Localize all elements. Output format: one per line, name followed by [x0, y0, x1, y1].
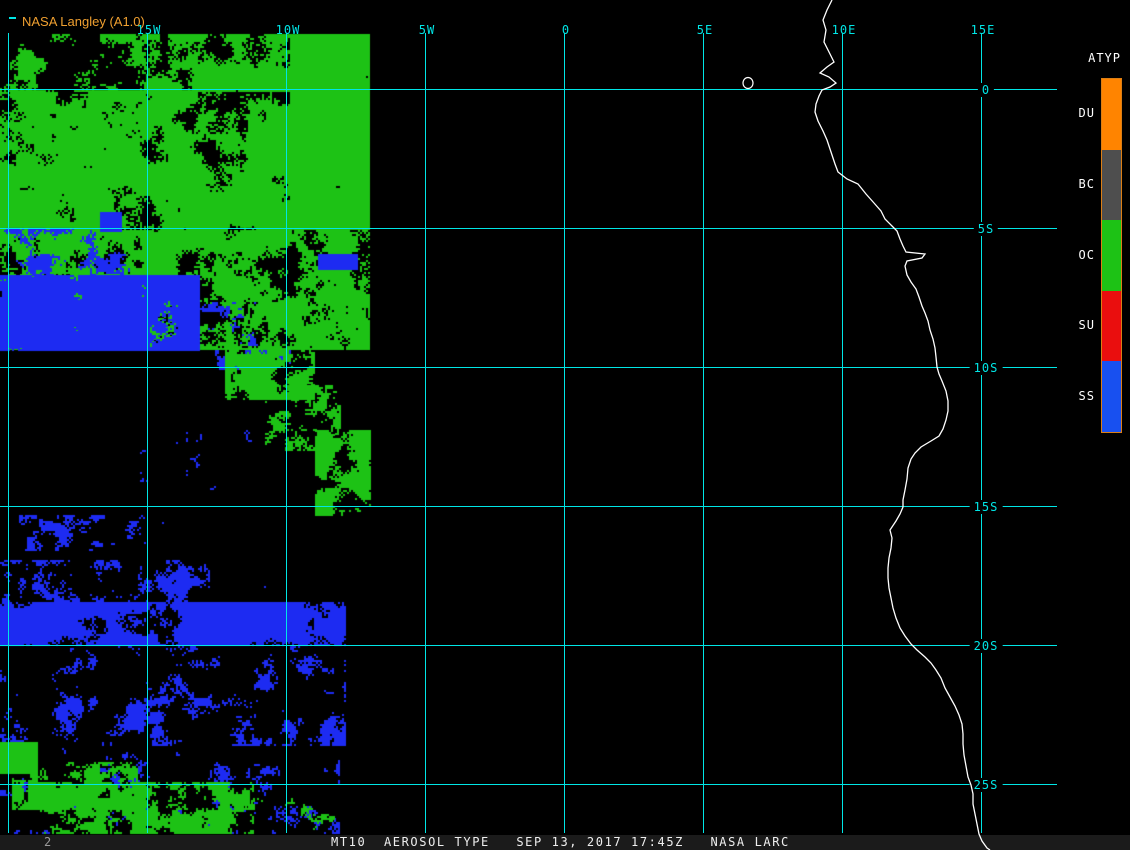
lon-tick-label: 0	[561, 23, 571, 37]
footer-title: MT10 AEROSOL TYPE SEP 13, 2017 17:45Z NA…	[331, 835, 790, 849]
legend-swatch-ss	[1102, 361, 1121, 432]
clipped-label-fragment	[9, 17, 16, 19]
lat-tick-label: 10S	[969, 361, 1003, 375]
legend-colorbar	[1101, 78, 1122, 433]
gridline-lon-0	[564, 33, 565, 833]
lat-tick-label: 0	[977, 83, 995, 97]
gridline-lon-10E	[842, 33, 843, 833]
lon-tick-label: 5W	[418, 23, 436, 37]
gridline-lat-15S	[0, 506, 1057, 507]
legend-label-ss: SS	[1078, 388, 1095, 403]
brand-label: NASA Langley (A1.0)	[22, 14, 145, 29]
gridline-lat-0	[0, 89, 1057, 90]
lat-tick-label: 20S	[969, 639, 1003, 653]
legend-swatch-du	[1102, 79, 1121, 150]
legend-swatch-su	[1102, 290, 1121, 362]
page-indicator: 2	[44, 835, 52, 849]
gridline-lon-5E	[703, 33, 704, 833]
legend-label-bc: BC	[1078, 176, 1095, 191]
lat-tick-label: 25S	[969, 778, 1003, 792]
lat-tick-label: 15S	[969, 500, 1003, 514]
lon-tick-label: 10E	[831, 23, 857, 37]
legend-title: ATYP	[1088, 51, 1121, 65]
gridline-lon-15E	[981, 33, 982, 833]
legend-label-du: DU	[1078, 106, 1095, 121]
legend-swatch-oc	[1102, 220, 1121, 291]
gridline-lat-25S	[0, 784, 1057, 785]
lon-tick-label: 15E	[970, 23, 996, 37]
gridline-lon-5W	[425, 33, 426, 833]
legend-label-su: SU	[1078, 318, 1095, 333]
lon-tick-label: 10W	[275, 23, 301, 37]
gridline-lon-15W	[147, 33, 148, 833]
gridline-lat-20S	[0, 645, 1057, 646]
gridline-lon-edge	[8, 33, 9, 833]
gridline-lon-10W	[286, 33, 287, 833]
lon-tick-label: 15W	[136, 23, 162, 37]
lat-tick-label: 5S	[973, 222, 999, 236]
gridline-lat-5S	[0, 228, 1057, 229]
gridline-lat-10S	[0, 367, 1057, 368]
legend-swatch-bc	[1102, 149, 1121, 221]
legend-label-oc: OC	[1078, 247, 1095, 262]
lon-tick-label: 5E	[696, 23, 714, 37]
